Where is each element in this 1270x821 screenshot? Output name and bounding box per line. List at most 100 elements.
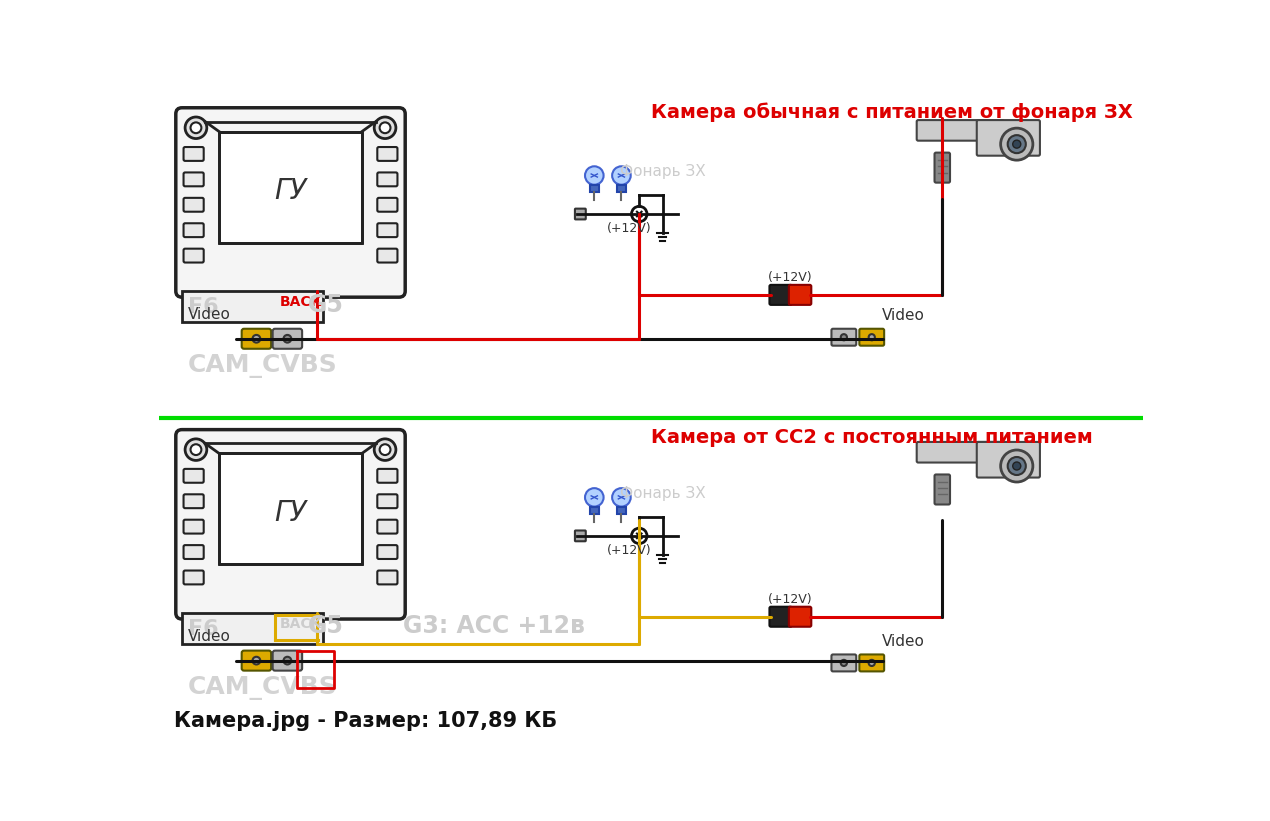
Text: G5: G5: [307, 614, 344, 639]
FancyBboxPatch shape: [377, 520, 398, 534]
FancyBboxPatch shape: [175, 429, 405, 619]
FancyBboxPatch shape: [575, 209, 585, 219]
FancyBboxPatch shape: [832, 654, 856, 672]
Text: G5: G5: [307, 292, 344, 317]
Circle shape: [283, 335, 291, 342]
FancyBboxPatch shape: [184, 571, 203, 585]
Bar: [220, 453, 362, 564]
FancyBboxPatch shape: [377, 494, 398, 508]
FancyBboxPatch shape: [273, 328, 302, 349]
Text: CAM_CVBS: CAM_CVBS: [188, 676, 338, 700]
Circle shape: [612, 167, 631, 185]
Text: BACK: BACK: [279, 295, 323, 309]
Text: (+12V): (+12V): [768, 593, 813, 606]
Text: Video: Video: [188, 307, 231, 322]
Text: Video: Video: [188, 629, 231, 644]
Text: Фонарь ЗХ: Фонарь ЗХ: [620, 486, 706, 501]
FancyBboxPatch shape: [917, 442, 1003, 462]
Circle shape: [190, 444, 202, 455]
Text: (+12V): (+12V): [607, 544, 652, 557]
Circle shape: [869, 334, 875, 340]
FancyBboxPatch shape: [377, 223, 398, 237]
Text: (+12V): (+12V): [607, 222, 652, 235]
Bar: [182, 291, 323, 322]
Circle shape: [253, 335, 260, 342]
Text: Video: Video: [881, 634, 925, 649]
Bar: [220, 131, 362, 242]
Circle shape: [1001, 128, 1033, 160]
Text: (+12V): (+12V): [768, 271, 813, 284]
Circle shape: [380, 444, 390, 455]
FancyBboxPatch shape: [184, 520, 203, 534]
FancyBboxPatch shape: [377, 469, 398, 483]
FancyBboxPatch shape: [184, 545, 203, 559]
Bar: [617, 507, 626, 514]
Text: Фонарь ЗХ: Фонарь ЗХ: [620, 164, 706, 179]
FancyBboxPatch shape: [175, 108, 405, 297]
FancyBboxPatch shape: [241, 650, 271, 671]
Text: G3: АСС +12в: G3: АСС +12в: [403, 614, 584, 639]
Circle shape: [1012, 462, 1021, 470]
FancyBboxPatch shape: [377, 571, 398, 585]
FancyBboxPatch shape: [184, 198, 203, 212]
FancyBboxPatch shape: [184, 469, 203, 483]
Bar: [589, 507, 599, 514]
Bar: [617, 185, 626, 192]
Circle shape: [585, 167, 603, 185]
FancyBboxPatch shape: [377, 249, 398, 263]
FancyBboxPatch shape: [935, 153, 950, 182]
FancyBboxPatch shape: [832, 328, 856, 346]
Text: Video: Video: [881, 309, 925, 323]
Text: ГУ: ГУ: [274, 499, 306, 527]
Circle shape: [185, 439, 207, 461]
Circle shape: [380, 122, 390, 133]
Circle shape: [1007, 457, 1026, 475]
Text: Камера от СС2 с постоянным питанием: Камера от СС2 с постоянным питанием: [650, 428, 1092, 447]
FancyBboxPatch shape: [184, 172, 203, 186]
Text: Камера обычная с питанием от фонаря ЗХ: Камера обычная с питанием от фонаря ЗХ: [650, 103, 1133, 122]
Circle shape: [1012, 140, 1021, 148]
Text: CAM_CVBS: CAM_CVBS: [188, 354, 338, 378]
Bar: [182, 613, 323, 644]
Text: Камера.jpg - Размер: 107,89 КБ: Камера.jpg - Размер: 107,89 КБ: [174, 711, 558, 731]
FancyBboxPatch shape: [184, 494, 203, 508]
Circle shape: [283, 657, 291, 664]
Circle shape: [375, 117, 396, 139]
FancyBboxPatch shape: [184, 223, 203, 237]
FancyBboxPatch shape: [860, 328, 884, 346]
FancyBboxPatch shape: [241, 328, 271, 349]
Circle shape: [185, 117, 207, 139]
Text: F6: F6: [188, 619, 218, 639]
FancyBboxPatch shape: [789, 607, 812, 626]
Circle shape: [585, 488, 603, 507]
Text: F6: F6: [188, 297, 218, 317]
FancyBboxPatch shape: [770, 607, 792, 626]
FancyBboxPatch shape: [273, 650, 302, 671]
Circle shape: [631, 206, 646, 222]
Bar: [589, 185, 599, 192]
Circle shape: [253, 657, 260, 664]
Text: BACK: BACK: [279, 617, 323, 631]
FancyBboxPatch shape: [184, 147, 203, 161]
Circle shape: [869, 660, 875, 666]
FancyBboxPatch shape: [860, 654, 884, 672]
Circle shape: [190, 122, 202, 133]
FancyBboxPatch shape: [935, 475, 950, 504]
FancyBboxPatch shape: [184, 249, 203, 263]
FancyBboxPatch shape: [377, 545, 398, 559]
FancyBboxPatch shape: [917, 120, 1003, 140]
FancyBboxPatch shape: [770, 285, 792, 305]
Circle shape: [841, 334, 847, 340]
FancyBboxPatch shape: [977, 442, 1040, 478]
FancyBboxPatch shape: [377, 147, 398, 161]
FancyBboxPatch shape: [377, 172, 398, 186]
FancyBboxPatch shape: [977, 120, 1040, 156]
FancyBboxPatch shape: [377, 198, 398, 212]
Circle shape: [612, 488, 631, 507]
Circle shape: [841, 660, 847, 666]
FancyBboxPatch shape: [575, 530, 585, 541]
Circle shape: [375, 439, 396, 461]
Circle shape: [631, 528, 646, 544]
Circle shape: [1001, 450, 1033, 482]
Circle shape: [1007, 135, 1026, 154]
